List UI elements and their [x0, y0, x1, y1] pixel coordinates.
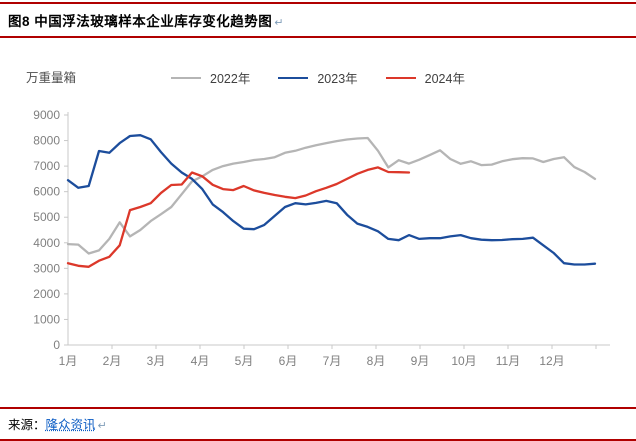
- footer-top-rule: [0, 407, 636, 409]
- y-tick-label: 9000: [33, 108, 60, 122]
- y-tick-label: 6000: [33, 185, 60, 199]
- legend-label-2022: 2022年: [210, 72, 251, 86]
- series-line-2022年: [66, 136, 597, 255]
- title-top-rule: [0, 2, 636, 4]
- y-tick-label: 2000: [33, 287, 60, 301]
- x-tick-label: 10月: [451, 354, 476, 368]
- y-tick-label: 4000: [33, 236, 60, 250]
- x-tick-label: 6月: [279, 354, 298, 368]
- x-tick-label: 4月: [191, 354, 210, 368]
- y-tick-label: 8000: [33, 134, 60, 148]
- x-tick-label: 2月: [103, 354, 122, 368]
- source-link[interactable]: 隆众资讯: [45, 418, 96, 432]
- footer-return-mark: ↵: [97, 420, 107, 432]
- x-tick-label: 5月: [235, 354, 254, 368]
- x-tick-label: 9月: [411, 354, 430, 368]
- page-title: 图8 中国浮法玻璃样本企业库存变化趋势图: [8, 14, 273, 29]
- title-bottom-rule: [0, 36, 636, 38]
- source-line: 来源：隆众资讯 ↵: [0, 409, 636, 439]
- source-prefix: 来源：: [8, 418, 46, 432]
- y-tick-label: 1000: [33, 312, 60, 326]
- paragraph-return-mark: ↵: [274, 17, 284, 29]
- y-tick-label: 7000: [33, 159, 60, 173]
- chart-header: 万重量箱 2022年 2023年 2024年: [0, 62, 636, 88]
- legend-line-2024-icon: [385, 76, 416, 79]
- legend-line-2023-icon: [278, 76, 309, 79]
- x-tick-label: 7月: [323, 354, 342, 368]
- title-bar: 图8 中国浮法玻璃样本企业库存变化趋势图 ↵: [0, 4, 636, 36]
- legend-item-2024: 2024年: [385, 68, 465, 87]
- legend-label-2023: 2023年: [317, 72, 358, 86]
- y-tick-label: 0: [53, 338, 60, 352]
- y-tick-label: 3000: [33, 261, 60, 275]
- x-tick-label: 3月: [147, 354, 166, 368]
- x-tick-label: 8月: [367, 354, 386, 368]
- legend-line-2022-icon: [171, 76, 202, 79]
- legend-label-2024: 2024年: [424, 72, 465, 86]
- legend-item-2023: 2023年: [278, 68, 358, 87]
- y-axis-unit-label: 万重量箱: [26, 71, 77, 85]
- legend: 2022年 2023年 2024年: [0, 62, 636, 87]
- x-tick-label: 11月: [496, 354, 520, 368]
- series-line-2023年: [66, 134, 597, 266]
- legend-item-2022: 2022年: [171, 68, 250, 87]
- x-tick-label: 1月: [59, 354, 78, 368]
- x-tick-label: 12月: [539, 354, 564, 368]
- y-tick-label: 5000: [33, 210, 60, 224]
- footer: 来源：隆众资讯 ↵: [0, 407, 636, 441]
- series-line-2024年: [66, 166, 411, 268]
